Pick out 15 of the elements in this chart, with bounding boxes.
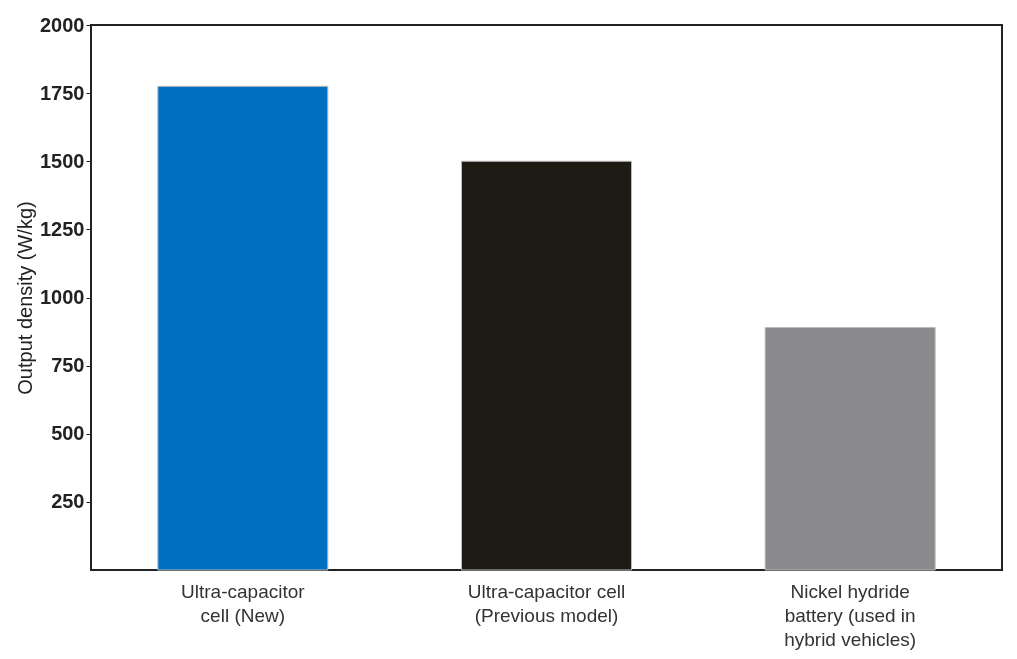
bar bbox=[764, 326, 936, 571]
y-axis-title: Output density (W/kg) bbox=[14, 201, 37, 395]
y-tick-label: 1750 bbox=[40, 81, 85, 104]
y-tick-label: 500 bbox=[51, 422, 85, 445]
x-tick-label: Ultra-capacitor cell (New) bbox=[181, 580, 306, 626]
y-tick-label: 250 bbox=[51, 490, 85, 513]
y-tick-label: 750 bbox=[51, 354, 85, 377]
y-tick-label: 1000 bbox=[40, 286, 85, 308]
y-tick-label: 1500 bbox=[40, 149, 85, 172]
y-tick-label: 1250 bbox=[40, 217, 85, 240]
bar bbox=[461, 160, 632, 571]
bar bbox=[157, 85, 329, 571]
x-tick-label: Nickel hydride battery (used in hybrid vehicles) bbox=[784, 580, 917, 650]
y-tick-label: 2000 bbox=[40, 13, 85, 36]
x-tick-label: Ultra-capacitor cell (Previous model) bbox=[467, 580, 626, 626]
